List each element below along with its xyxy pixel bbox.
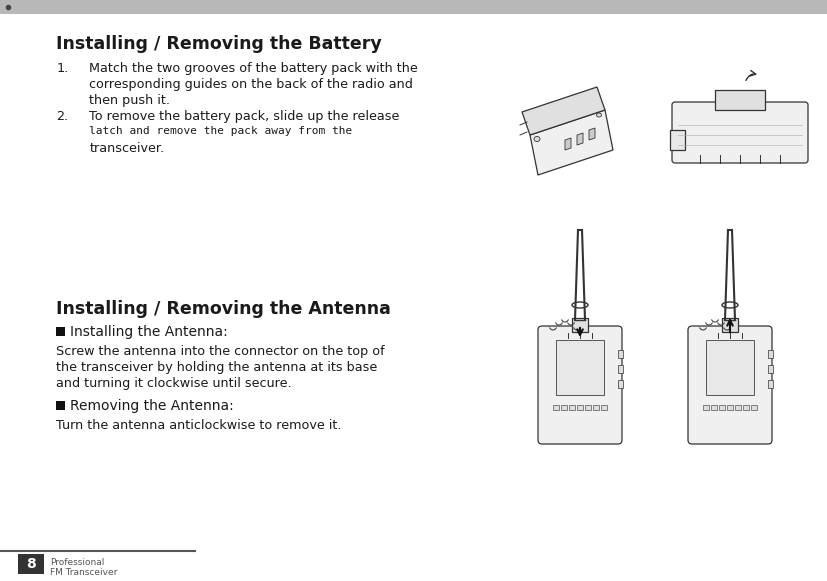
Bar: [722, 318, 738, 332]
Bar: [768, 350, 773, 358]
Bar: [561, 405, 567, 410]
Bar: [768, 365, 773, 373]
Bar: [618, 365, 623, 373]
Text: and turning it clockwise until secure.: and turning it clockwise until secure.: [56, 377, 292, 390]
FancyBboxPatch shape: [672, 102, 808, 163]
Text: FM Transceiver: FM Transceiver: [50, 568, 117, 577]
Text: 8: 8: [26, 557, 36, 571]
Text: Installing the Antenna:: Installing the Antenna:: [70, 325, 228, 339]
FancyBboxPatch shape: [688, 326, 772, 444]
Bar: [618, 380, 623, 388]
Bar: [553, 405, 559, 410]
Bar: [711, 405, 717, 410]
Polygon shape: [522, 87, 605, 135]
Text: Screw the antenna into the connector on the top of: Screw the antenna into the connector on …: [56, 345, 385, 358]
Bar: [727, 405, 733, 410]
Bar: [706, 340, 754, 395]
Bar: [743, 405, 749, 410]
Ellipse shape: [534, 137, 540, 142]
Bar: [618, 350, 623, 358]
Text: Turn the antenna anticlockwise to remove it.: Turn the antenna anticlockwise to remove…: [56, 419, 342, 432]
Text: transceiver.: transceiver.: [89, 142, 165, 155]
Bar: [572, 318, 588, 332]
Text: 2.: 2.: [56, 110, 69, 123]
Text: then push it.: then push it.: [89, 94, 170, 107]
Ellipse shape: [596, 113, 601, 117]
Bar: [585, 405, 591, 410]
Bar: [735, 405, 741, 410]
Text: Removing the Antenna:: Removing the Antenna:: [70, 399, 234, 413]
Polygon shape: [589, 128, 595, 140]
Bar: [56, 401, 65, 410]
Bar: [18, 554, 44, 574]
Polygon shape: [530, 110, 613, 175]
Text: Professional: Professional: [50, 558, 104, 567]
Bar: [719, 405, 725, 410]
Bar: [593, 405, 599, 410]
Text: latch and remove the pack away from the: latch and remove the pack away from the: [89, 126, 352, 136]
Bar: [715, 90, 765, 110]
Text: Match the two grooves of the battery pack with the: Match the two grooves of the battery pac…: [89, 62, 418, 75]
Polygon shape: [577, 133, 583, 145]
Bar: [768, 380, 773, 388]
FancyBboxPatch shape: [538, 326, 622, 444]
Bar: [556, 340, 604, 395]
Bar: [601, 405, 607, 410]
Bar: [0, 0, 827, 14]
Polygon shape: [565, 138, 571, 150]
Text: Installing / Removing the Battery: Installing / Removing the Battery: [56, 35, 382, 53]
Text: Installing / Removing the Antenna: Installing / Removing the Antenna: [56, 300, 391, 318]
Bar: [577, 405, 583, 410]
Bar: [569, 405, 575, 410]
Text: corresponding guides on the back of the radio and: corresponding guides on the back of the …: [89, 78, 414, 91]
Bar: [56, 327, 65, 336]
Bar: [670, 130, 685, 150]
Text: the transceiver by holding the antenna at its base: the transceiver by holding the antenna a…: [56, 361, 377, 374]
Bar: [703, 405, 709, 410]
Text: 1.: 1.: [56, 62, 69, 75]
Text: To remove the battery pack, slide up the release: To remove the battery pack, slide up the…: [89, 110, 399, 123]
Bar: [751, 405, 757, 410]
